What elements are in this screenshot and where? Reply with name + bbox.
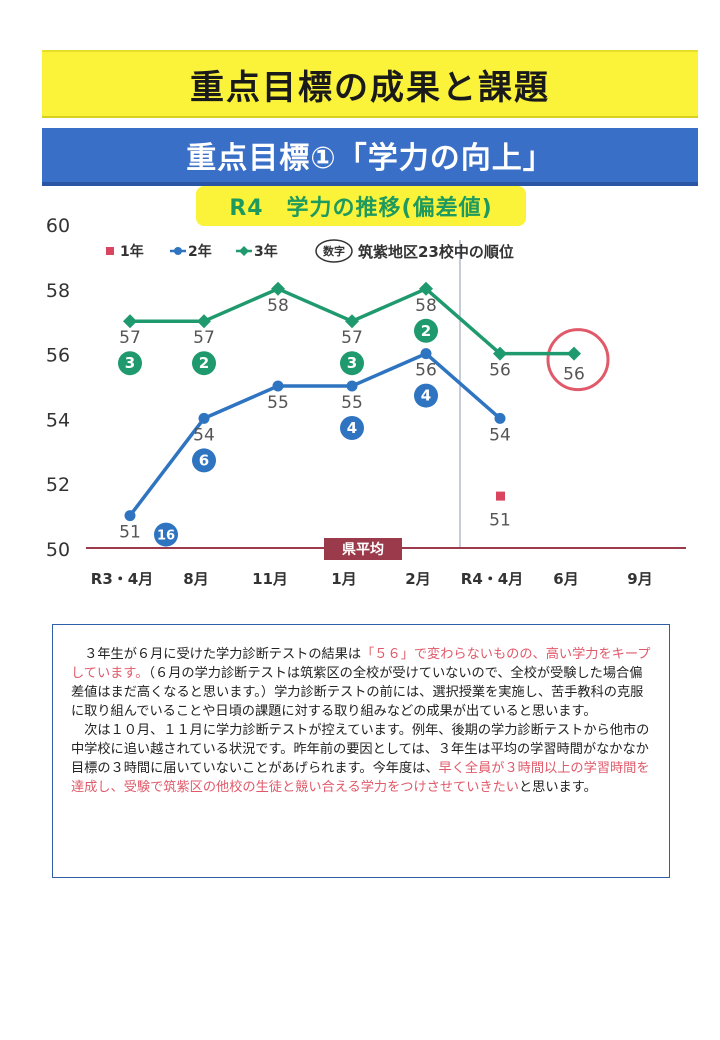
legend-rank-badge	[315, 239, 353, 263]
legend-marker	[174, 247, 182, 255]
rank-badge	[340, 351, 364, 376]
data-label: 51	[119, 523, 141, 543]
x-tick-label: R4・4月	[461, 570, 523, 588]
data-label: 54	[193, 425, 215, 445]
x-tick-label: 8月	[183, 570, 208, 588]
data-point-circle	[198, 412, 210, 424]
data-point-square	[496, 491, 505, 501]
data-label: 55	[341, 393, 363, 413]
line-chart: 50 52 54 56 58 60 R3・4月 8月 11月 1月 2月 R4・4月 6月 9月 県平均 51…	[46, 215, 686, 588]
data-label: 54	[489, 425, 511, 445]
page-subtitle-text: 重点目標①「学力の向上」	[186, 141, 554, 176]
rank-badge	[154, 522, 178, 547]
rank-badge-label: 4	[421, 387, 431, 405]
rank-badge-label: 6	[199, 451, 209, 469]
comment-highlight: 「５６」で変わらないものの、高い学力をキープしています。	[71, 647, 651, 681]
rank-badge	[192, 351, 216, 376]
data-label: 57	[119, 328, 141, 348]
comment-box: ３年生が６月に受けた学力診断テストの結果は「５６」で変わらないものの、高い学力を…	[52, 624, 670, 878]
legend-label: 2年	[188, 243, 212, 260]
page-title-text: 重点目標の成果と課題	[190, 67, 550, 108]
x-tick-label: 1月	[331, 570, 356, 588]
data-label: 56	[415, 361, 437, 381]
data-label: 56	[563, 365, 585, 385]
rank-badge-label: 2	[421, 322, 431, 340]
baseline-label-bg	[324, 538, 402, 560]
page-subtitle: 重点目標①「学力の向上」	[42, 128, 698, 186]
rank-badge-label: 4	[347, 419, 357, 437]
comment-text: と思います。	[518, 780, 597, 795]
rank-badge	[414, 318, 438, 343]
rank-badge	[414, 383, 438, 408]
data-label: 51	[489, 511, 511, 531]
legend-rank-badge-label: 数字	[323, 244, 345, 258]
data-point-diamond	[197, 314, 211, 329]
comment-paragraph-2: 次は１０月、１１月に学力診断テストが控えています。例年、後期の学力診断テストから…	[71, 721, 655, 797]
legend-rank-note: 筑紫地区23校中の順位	[357, 243, 514, 261]
data-point-circle	[346, 380, 358, 392]
comment-text: ３年生が６月に受けた学力診断テストの結果は	[84, 647, 362, 662]
rank-badge-label: 2	[199, 354, 209, 372]
x-tick-label: 2月	[405, 570, 430, 588]
data-label: 56	[489, 361, 511, 381]
data-point-diamond	[567, 346, 581, 361]
data-point-circle	[494, 412, 506, 424]
data-point-diamond	[419, 281, 433, 296]
y-tick-label: 58	[46, 280, 70, 302]
y-tick-label: 56	[46, 345, 70, 367]
chart-marks: 50 52 54 56 58 60 R3・4月 8月 11月 1月 2月 R4・4月 6月 9月 県平均 51…	[46, 215, 686, 588]
legend-marker	[106, 247, 114, 255]
data-label: 58	[415, 296, 437, 316]
comment-highlight: 早く全員が３時間以上の学習時間を達成し、受験で筑紫区の他校の生徒と競い合える学力…	[71, 761, 650, 795]
rank-badge	[192, 448, 216, 473]
rank-badge-label: 3	[347, 354, 357, 372]
y-tick-label: 54	[46, 409, 70, 431]
rank-badge-label: 3	[125, 354, 135, 372]
data-label: 58	[267, 296, 289, 316]
comment-text: 次は１０月、１１月に学力診断テストが控えています。例年、後期の学力診断テストから…	[71, 723, 650, 776]
x-tick-label: 11月	[252, 570, 288, 588]
comment-paragraph-1: ３年生が６月に受けた学力診断テストの結果は「５６」で変わらないものの、高い学力を…	[71, 645, 655, 721]
data-label: 55	[267, 393, 289, 413]
legend-label: 3年	[254, 243, 278, 260]
x-tick-label: 9月	[627, 570, 652, 588]
chart-title-text: R4 学力の推移(偏差値)	[229, 196, 493, 221]
chart-title: R4 学力の推移(偏差値)	[196, 186, 526, 226]
data-point-circle	[272, 380, 284, 392]
highlight-circle	[546, 328, 610, 392]
x-tick-label: R3・4月	[91, 570, 153, 588]
data-point-diamond	[345, 314, 359, 329]
rank-badge	[118, 351, 142, 376]
y-tick-label: 52	[46, 474, 70, 496]
page-title: 重点目標の成果と課題	[42, 50, 698, 118]
data-point-diamond	[271, 281, 285, 296]
x-tick-label: 6月	[553, 570, 578, 588]
legend-label: 1年	[120, 243, 144, 260]
data-point-diamond	[123, 314, 137, 329]
y-tick-label: 50	[46, 539, 70, 561]
data-point-diamond	[493, 346, 507, 361]
baseline-label: 県平均	[342, 541, 384, 558]
rank-badge	[340, 416, 364, 440]
data-point-circle	[124, 510, 136, 522]
legend-marker	[239, 246, 249, 256]
data-point-circle	[420, 348, 432, 360]
comment-text: （６月の学力診断テストは筑紫区の全校が受けていないので、全校が受験した場合偏差値…	[71, 666, 644, 719]
y-tick-label: 60	[46, 215, 70, 237]
rank-badge-label: 16	[157, 529, 175, 544]
data-label: 57	[193, 328, 215, 348]
series-line	[128, 351, 502, 517]
data-label: 57	[341, 328, 363, 348]
